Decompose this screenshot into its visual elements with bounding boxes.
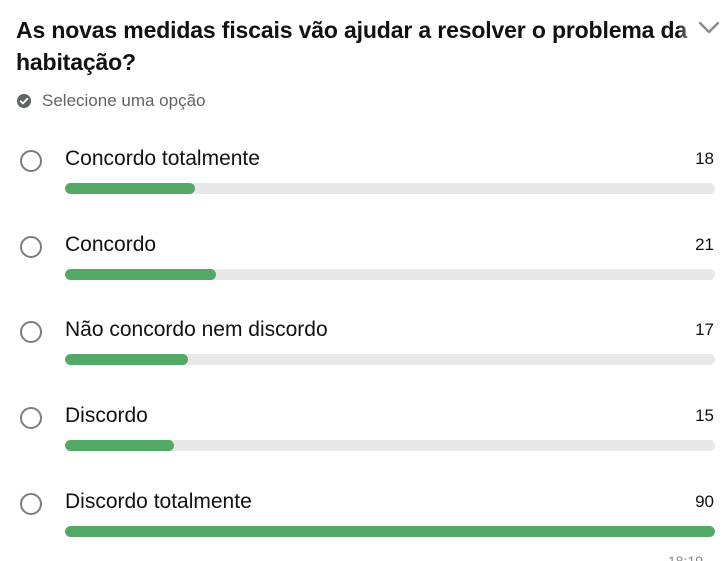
option-label: Concordo totalmente [65, 147, 260, 170]
vote-bar-fill [65, 440, 174, 451]
vote-bar-fill [65, 269, 217, 280]
poll-question: As novas medidas fiscais vão ajudar a re… [16, 14, 706, 78]
vote-bar-track [65, 526, 715, 537]
poll-option[interactable]: Não concordo nem discordo 17 [16, 317, 716, 375]
option-label: Discordo [65, 404, 148, 427]
vote-count: 15 [695, 406, 714, 425]
vote-count: 17 [695, 320, 714, 339]
vote-bar-fill [65, 354, 188, 365]
vote-bar-track [65, 440, 715, 451]
option-label: Discordo totalmente [65, 490, 252, 513]
vote-count: 90 [695, 492, 714, 511]
vote-bar-track [65, 354, 715, 365]
poll-option[interactable]: Discordo 15 [16, 403, 716, 461]
vote-bar-track [65, 183, 715, 194]
message-timestamp: 18:19 [668, 553, 704, 561]
radio-button[interactable] [20, 407, 42, 429]
radio-button[interactable] [20, 321, 42, 343]
vote-bar-fill [65, 183, 195, 194]
radio-button[interactable] [20, 150, 42, 172]
poll-option[interactable]: Concordo 21 [16, 232, 716, 290]
poll-option[interactable]: Discordo totalmente 90 [16, 489, 716, 547]
vote-count: 21 [695, 235, 714, 254]
vote-bar-track [65, 269, 715, 280]
poll-instruction: Selecione uma opção [16, 90, 206, 112]
instruction-label: Selecione uma opção [42, 91, 206, 110]
option-label: Concordo [65, 233, 157, 256]
poll-option[interactable]: Concordo totalmente 18 [16, 146, 716, 204]
check-circle-icon [16, 93, 32, 109]
radio-button[interactable] [20, 236, 42, 258]
vote-count: 18 [695, 149, 714, 168]
chevron-down-icon[interactable] [696, 16, 722, 40]
radio-button[interactable] [20, 493, 42, 515]
option-label: Não concordo nem discordo [65, 318, 328, 341]
vote-bar-fill [65, 526, 715, 537]
poll-question-text: As novas medidas fiscais vão ajudar a re… [16, 17, 688, 75]
